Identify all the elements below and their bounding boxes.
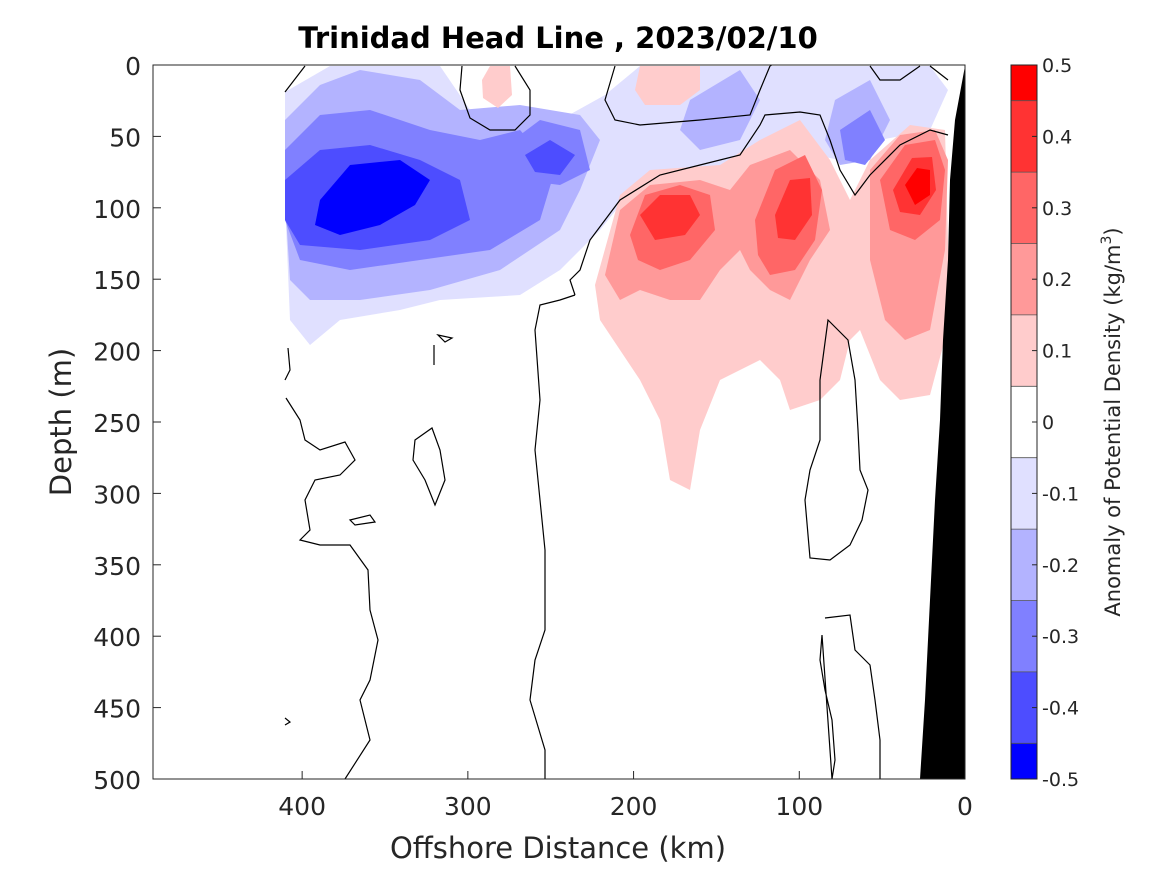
chart-title: Trinidad Head Line , 2023/02/10: [298, 21, 818, 55]
x-tick-label: 300: [444, 792, 492, 821]
colorbar-tick-label: 0.5: [1042, 55, 1072, 77]
colorbar-tick-label: -0.4: [1042, 698, 1079, 720]
contour-level-neg02-inshore: [680, 70, 760, 150]
x-tick-label: 100: [775, 792, 823, 821]
zero-contour-loop-3: [412, 427, 446, 507]
y-tick-label: 450: [93, 695, 141, 724]
contour-level-pos04-b: [775, 178, 812, 240]
y-tick-label: 200: [93, 338, 141, 367]
zero-contour-island-2: [819, 614, 881, 779]
y-tick-label: 250: [93, 409, 141, 438]
y-tick-label: 300: [93, 480, 141, 509]
zero-contour-front: [569, 111, 949, 296]
zero-contour-top-right: [869, 65, 949, 81]
x-tick-label: 400: [278, 792, 326, 821]
x-axis-label: Offshore Distance (km): [390, 831, 726, 865]
y-axis-label: Depth (m): [44, 348, 78, 496]
colorbar-tick-label: 0.2: [1042, 269, 1072, 291]
colorbar-label: Anomaly of Potential Density (kg/m3): [1099, 227, 1125, 616]
contour-level-neg04-b: [525, 140, 575, 175]
y-tick-label: 50: [109, 123, 141, 152]
zero-contour-mid-wall: [604, 65, 771, 126]
colorbar-tick-label: -0.5: [1042, 769, 1079, 791]
zero-contour-left-marker: [284, 717, 292, 726]
contour-level-pos01-surface: [482, 66, 512, 108]
zero-contour-small-loop-2: [433, 333, 454, 365]
colorbar-tick-label: -0.3: [1042, 626, 1079, 648]
bathymetry-mask: [920, 66, 965, 779]
colorbar-level: [1011, 65, 1037, 101]
y-tick-label: 350: [93, 552, 141, 581]
y-tick-label: 150: [93, 266, 141, 295]
contour-level-neg05: [315, 160, 430, 235]
y-tick-label: 400: [93, 623, 141, 652]
contour-level-pos01-surface-2: [635, 66, 700, 105]
zero-contour-left-wall: [284, 347, 379, 779]
contour-level-neg03-inshore: [840, 110, 885, 165]
zero-contour-small-loop: [348, 514, 377, 526]
zero-contour-left-boundary: [284, 65, 306, 93]
x-axis: 400 300 200 100 0: [278, 771, 973, 821]
zero-contour-island-1: [804, 318, 869, 561]
y-tick-label: 100: [93, 195, 141, 224]
x-tick-label: 200: [610, 792, 658, 821]
colorbar-tick-label: -0.1: [1042, 483, 1079, 505]
y-tick-label: 0: [125, 52, 141, 81]
colorbar-tick-label: 0: [1042, 412, 1054, 434]
colorbar-tick-label: -0.2: [1042, 555, 1079, 577]
zero-contour-surface-loop: [459, 65, 531, 131]
colorbar-tick-label: 0.1: [1042, 341, 1072, 363]
colorbar: 0.5 0.4 0.3 0.2 0.1 0 -0.1 -0.2 -0.3 -0.4 -0.5: [1010, 55, 1079, 791]
contour-level-pos04: [640, 195, 700, 240]
contour-level-pos05: [905, 168, 930, 205]
y-tick-label: 500: [93, 766, 141, 795]
zero-contour-lines: [284, 65, 949, 779]
y-axis: 0 50 100 150 200 250 300 350 400 450 500: [93, 52, 161, 795]
zero-contour-shelf: [529, 65, 773, 779]
colorbar-tick-label: 0.3: [1042, 198, 1072, 220]
x-tick-label: 0: [957, 792, 973, 821]
colorbar-level: [1011, 743, 1037, 779]
colorbar-tick-label: 0.4: [1042, 126, 1072, 148]
